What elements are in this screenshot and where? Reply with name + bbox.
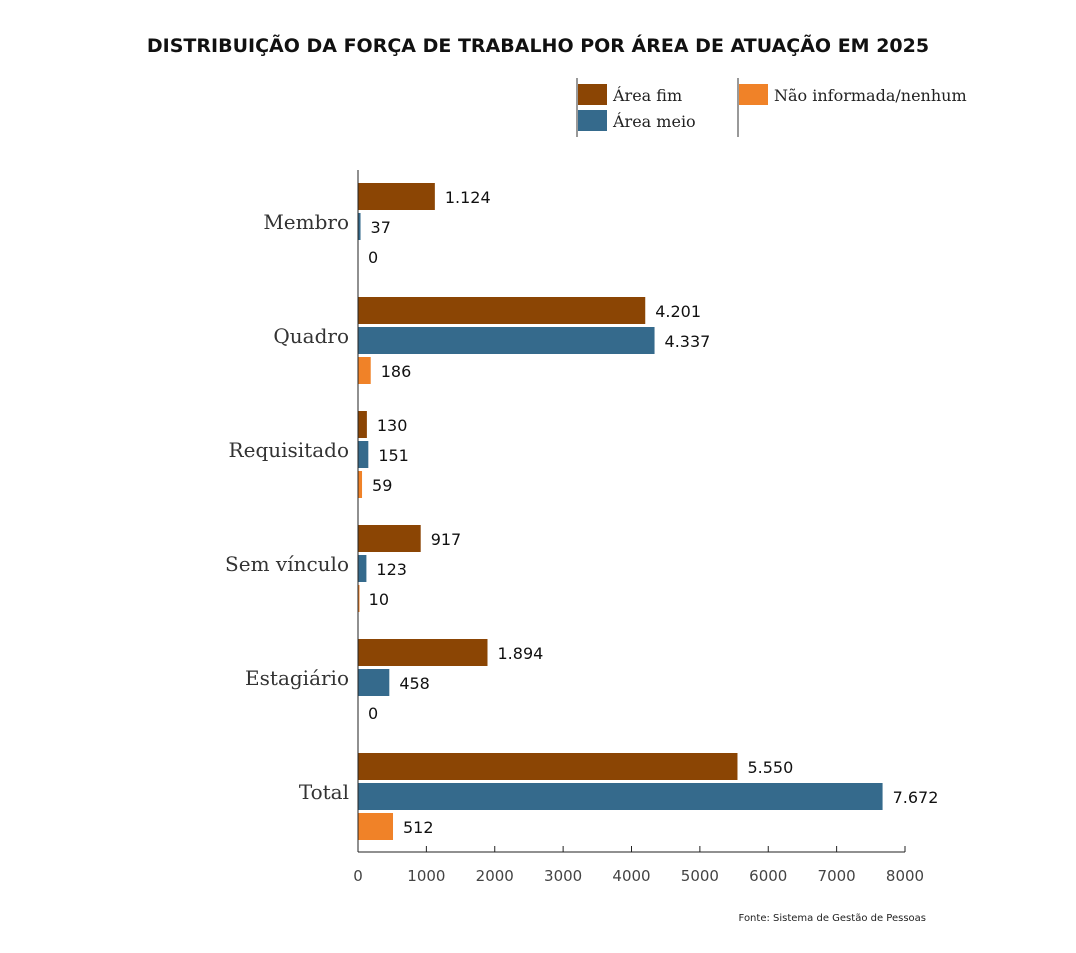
category-label: Total — [299, 780, 349, 804]
x-tick-label: 6000 — [749, 867, 787, 885]
bar — [358, 441, 369, 468]
bar — [358, 783, 883, 810]
bar — [358, 471, 363, 498]
x-tick-label: 7000 — [818, 867, 856, 885]
legend-label-area-fim: Área fim — [612, 85, 682, 105]
legend-swatch-area-meio — [578, 110, 607, 131]
data-label: 130 — [377, 416, 408, 435]
bar — [358, 813, 394, 840]
data-label: 0 — [368, 704, 378, 723]
x-tick-label: 2000 — [476, 867, 514, 885]
category-label: Estagiário — [245, 666, 349, 690]
x-tick-label: 1000 — [407, 867, 445, 885]
bar — [358, 585, 360, 612]
x-tick-label: 4000 — [612, 867, 650, 885]
category-label: Quadro — [273, 324, 349, 348]
data-label: 1.894 — [498, 644, 544, 663]
x-tick-label: 0 — [353, 867, 363, 885]
bar — [358, 669, 390, 696]
data-label: 4.337 — [665, 332, 711, 351]
legend: Área fim Área meio Não informada/nenhum — [576, 78, 967, 137]
data-label: 0 — [368, 248, 378, 267]
data-label: 917 — [431, 530, 462, 549]
data-label: 5.550 — [747, 758, 793, 777]
bar — [358, 297, 646, 324]
bar — [358, 639, 488, 666]
bar — [358, 411, 367, 438]
legend-label-area-meio: Área meio — [612, 111, 696, 131]
data-label: 10 — [369, 590, 389, 609]
bar — [358, 357, 371, 384]
data-label: 458 — [399, 674, 430, 693]
bar — [358, 753, 738, 780]
chart-title: DISTRIBUIÇÃO DA FORÇA DE TRABALHO POR ÁR… — [147, 33, 929, 57]
data-label: 7.672 — [893, 788, 939, 807]
data-label: 512 — [403, 818, 434, 837]
category-label: Membro — [263, 210, 349, 234]
category-label: Sem vínculo — [225, 552, 349, 576]
bar — [358, 183, 435, 210]
x-tick-label: 8000 — [886, 867, 924, 885]
data-label: 37 — [371, 218, 391, 237]
bar — [358, 555, 367, 582]
legend-label-nao-informada: Não informada/nenhum — [774, 86, 967, 105]
bar — [358, 213, 361, 240]
legend-swatch-area-fim — [578, 84, 607, 105]
data-label: 59 — [372, 476, 392, 495]
bar — [358, 327, 655, 354]
data-label: 123 — [376, 560, 407, 579]
data-label: 4.201 — [655, 302, 701, 321]
bar — [358, 525, 421, 552]
data-label: 1.124 — [445, 188, 491, 207]
source-note: Fonte: Sistema de Gestão de Pessoas — [739, 913, 926, 924]
data-label: 151 — [378, 446, 409, 465]
legend-swatch-nao-informada — [739, 84, 768, 105]
category-label: Requisitado — [229, 438, 349, 462]
data-label: 186 — [381, 362, 412, 381]
x-tick-label: 3000 — [544, 867, 582, 885]
x-tick-label: 5000 — [681, 867, 719, 885]
